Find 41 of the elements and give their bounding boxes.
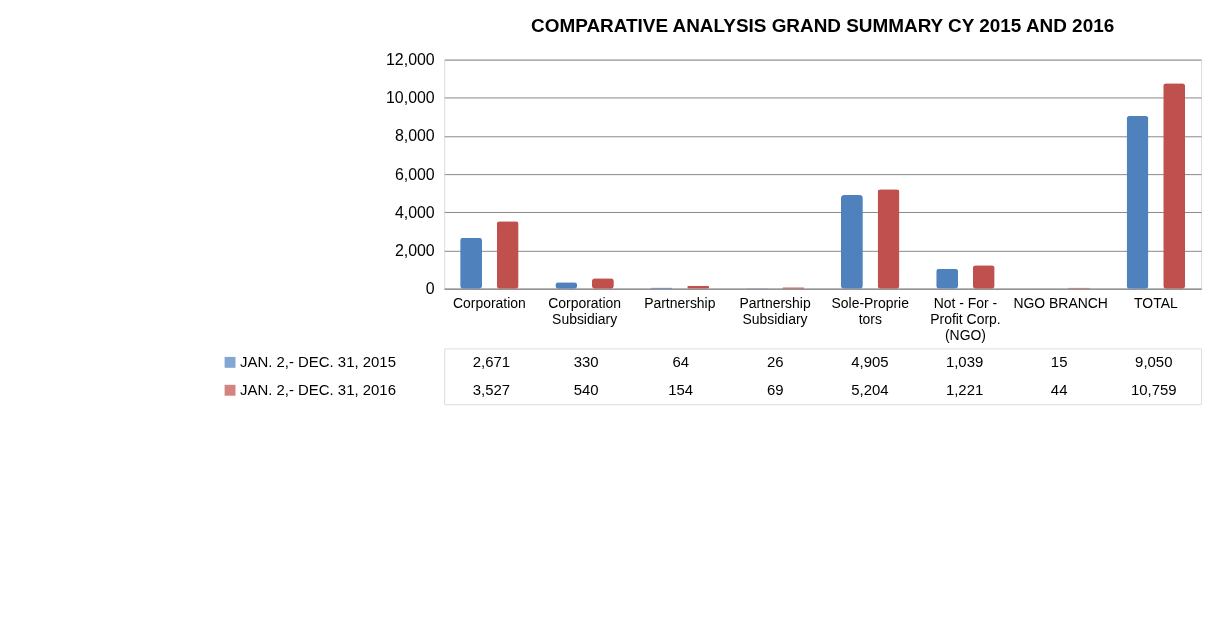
data-label: 5,204 [851, 381, 889, 399]
y-tick-label: 2,000 [394, 241, 435, 259]
x-tick-label: Corporation [452, 295, 526, 312]
data-label: 4,905 [851, 353, 889, 371]
y-tick-label: 12,000 [386, 51, 435, 69]
x-tick-label: Not - For - Profit Corp. (NGO) [930, 295, 1001, 343]
data-label: 26 [767, 353, 784, 371]
data-label: 154 [668, 381, 694, 399]
data-label: 44 [1050, 381, 1068, 399]
data-label: 2,671 [472, 353, 511, 371]
bar [1163, 83, 1186, 289]
data-label: 9,050 [1135, 353, 1173, 371]
y-tick-label: 4,000 [394, 203, 435, 221]
data-label: 1,039 [945, 353, 984, 371]
bar [936, 268, 959, 289]
y-tick-label: 6,000 [394, 165, 435, 183]
x-tick-label: Sole-Proprietors [831, 295, 910, 328]
x-tick-label: TOTAL [1134, 295, 1178, 312]
x-tick-label: Corporation Subsidiary [548, 295, 622, 328]
bar [877, 189, 900, 289]
data-label: 64 [672, 353, 690, 371]
bar [460, 237, 483, 289]
data-label: 10,759 [1130, 381, 1177, 399]
data-label: 69 [767, 381, 784, 399]
y-tick-label: 0 [425, 280, 435, 298]
y-tick-label: 8,000 [394, 127, 435, 145]
legend-label: JAN. 2,- DEC. 31, 2016 [240, 381, 396, 399]
x-tick-label: Partnership [644, 295, 716, 312]
data-label: 15 [1050, 353, 1068, 371]
bar [1126, 115, 1149, 289]
data-label: 330 [573, 353, 599, 371]
data-label: 3,527 [472, 381, 511, 399]
bar [840, 195, 863, 289]
y-tick-label: 10,000 [386, 89, 435, 107]
data-label: 1,221 [945, 381, 984, 399]
x-tick-label: Partnership Subsidiary [739, 295, 811, 328]
x-tick-label: NGO BRANCH [1013, 295, 1108, 312]
legend-label: JAN. 2,- DEC. 31, 2015 [240, 353, 396, 371]
bar [496, 221, 519, 289]
chart-title: COMPARATIVE ANALYSIS GRAND SUMMARY CY 2015 AND 2016 [531, 14, 1115, 36]
data-label: 540 [573, 381, 599, 399]
